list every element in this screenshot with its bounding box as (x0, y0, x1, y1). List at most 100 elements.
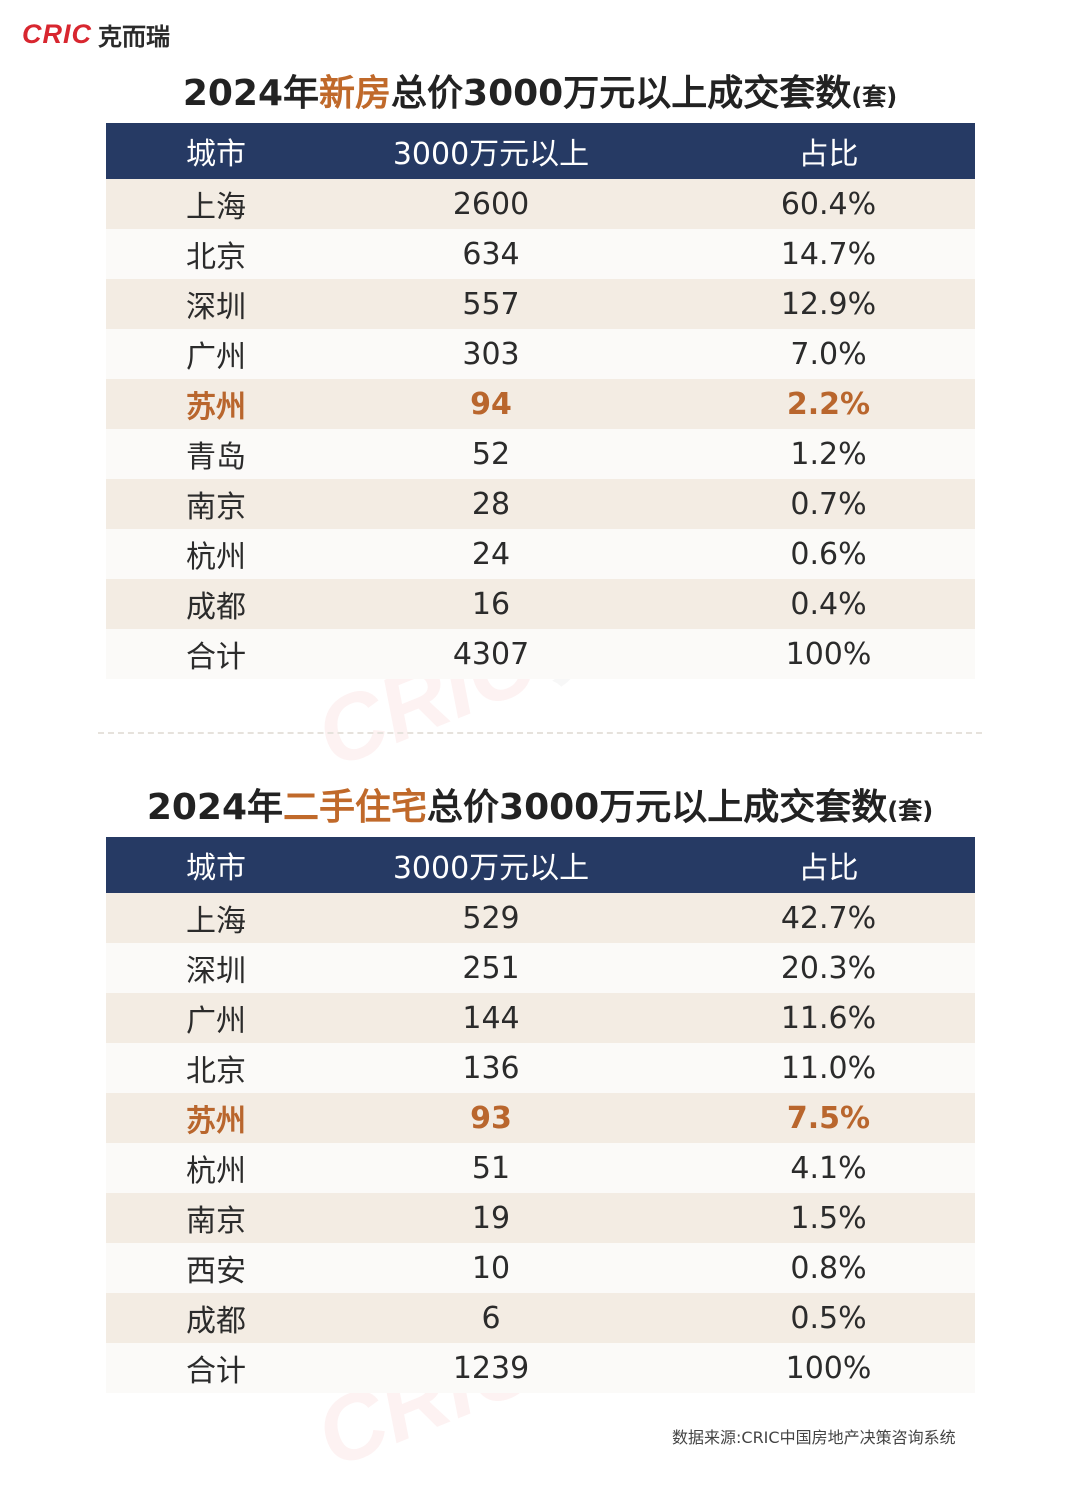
title-unit: (套) (851, 83, 898, 111)
title-post: 总价3000万元以上成交套数 (391, 73, 852, 114)
table-row: 西安 10 0.8% (106, 1243, 975, 1293)
share-cell: 100% (785, 1350, 872, 1386)
column-header: 占比 (798, 137, 859, 172)
count-cell: 94 (470, 386, 512, 422)
city-cell: 青岛 (186, 440, 246, 475)
share-cell: 42.7% (780, 900, 877, 936)
title-pre: 2024年 (182, 73, 320, 114)
city-cell: 杭州 (186, 540, 246, 575)
table-header-row: 城市 3000万元以上 占比 (106, 837, 975, 893)
table-row: 合计 4307 100% (106, 629, 975, 679)
table-row: 苏州 94 2.2% (106, 379, 975, 429)
share-cell: 0.4% (790, 586, 867, 622)
column-header: 占比 (798, 851, 859, 886)
table-row: 杭州 51 4.1% (106, 1143, 975, 1193)
share-cell: 100% (785, 636, 872, 672)
share-cell: 60.4% (780, 186, 877, 222)
count-cell: 557 (462, 286, 520, 322)
table-row: 北京 634 14.7% (106, 229, 975, 279)
resale-homes-table: 城市 3000万元以上 占比上海 529 42.7% 深圳 251 20.3% 广州 144 11.… (106, 837, 975, 1393)
column-header: 3000万元以上 (392, 851, 590, 886)
share-cell: 1.2% (790, 436, 867, 472)
city-cell: 合计 (186, 640, 246, 675)
share-cell: 4.1% (790, 1150, 867, 1186)
table-row: 南京 28 0.7% (106, 479, 975, 529)
count-cell: 10 (471, 1250, 511, 1286)
count-cell: 24 (471, 536, 511, 572)
count-cell: 303 (462, 336, 520, 372)
table-row: 深圳 557 12.9% (106, 279, 975, 329)
count-cell: 6 (481, 1300, 501, 1336)
city-cell: 深圳 (186, 954, 246, 989)
title-post: 总价3000万元以上成交套数 (427, 787, 888, 828)
title-highlight: 二手住宅 (283, 787, 428, 828)
table-row: 成都 16 0.4% (106, 579, 975, 629)
table-row: 上海 529 42.7% (106, 893, 975, 943)
table-row: 苏州 93 7.5% (106, 1093, 975, 1143)
column-header: 3000万元以上 (392, 137, 590, 172)
city-cell: 南京 (186, 1204, 246, 1239)
chart-title-resale-homes: 2024年二手住宅总价3000万元以上成交套数(套) (0, 778, 1080, 830)
table-row: 杭州 24 0.6% (106, 529, 975, 579)
table-row: 北京 136 11.0% (106, 1043, 975, 1093)
city-cell: 上海 (186, 904, 246, 939)
count-cell: 28 (471, 486, 511, 522)
city-cell: 杭州 (186, 1154, 246, 1189)
city-cell: 苏州 (186, 1104, 246, 1139)
share-cell: 0.6% (790, 536, 867, 572)
table-row: 广州 303 7.0% (106, 329, 975, 379)
share-cell: 2.2% (786, 386, 871, 422)
table-row: 上海 2600 60.4% (106, 179, 975, 229)
count-cell: 136 (462, 1050, 520, 1086)
table-row: 成都 6 0.5% (106, 1293, 975, 1343)
column-header: 城市 (186, 851, 246, 886)
city-cell: 广州 (186, 1004, 246, 1039)
city-cell: 北京 (186, 240, 246, 275)
logo-name: 克而瑞 (98, 22, 170, 51)
count-cell: 1239 (452, 1350, 530, 1386)
share-cell: 7.5% (786, 1100, 871, 1136)
column-header: 城市 (186, 137, 246, 172)
count-cell: 634 (462, 236, 520, 272)
table-row: 广州 144 11.6% (106, 993, 975, 1043)
cric-logo: CRIC 克而瑞 (22, 16, 170, 52)
city-cell: 西安 (186, 1254, 246, 1289)
count-cell: 51 (471, 1150, 511, 1186)
city-cell: 深圳 (186, 290, 246, 325)
share-cell: 0.5% (790, 1300, 867, 1336)
city-cell: 成都 (186, 1304, 246, 1339)
share-cell: 20.3% (780, 950, 877, 986)
count-cell: 4307 (452, 636, 530, 672)
city-cell: 上海 (186, 190, 246, 225)
city-cell: 北京 (186, 1054, 246, 1089)
count-cell: 251 (462, 950, 520, 986)
count-cell: 144 (462, 1000, 520, 1036)
count-cell: 529 (462, 900, 520, 936)
share-cell: 11.6% (780, 1000, 877, 1036)
count-cell: 16 (471, 586, 511, 622)
title-pre: 2024年 (146, 787, 284, 828)
share-cell: 0.8% (790, 1250, 867, 1286)
section-divider (98, 732, 982, 734)
share-cell: 1.5% (790, 1200, 867, 1236)
logo-mark: CRIC (22, 18, 92, 49)
table-row: 青岛 52 1.2% (106, 429, 975, 479)
share-cell: 14.7% (780, 236, 877, 272)
share-cell: 0.7% (790, 486, 867, 522)
city-cell: 苏州 (186, 390, 246, 425)
count-cell: 93 (470, 1100, 512, 1136)
new-homes-table: 城市 3000万元以上 占比上海 2600 60.4% 北京 634 14.7% 深圳 557 12… (106, 123, 975, 679)
city-cell: 广州 (186, 340, 246, 375)
count-cell: 52 (471, 436, 511, 472)
table-header-row: 城市 3000万元以上 占比 (106, 123, 975, 179)
city-cell: 合计 (186, 1354, 246, 1389)
table-row: 深圳 251 20.3% (106, 943, 975, 993)
table-row: 南京 19 1.5% (106, 1193, 975, 1243)
count-cell: 19 (471, 1200, 511, 1236)
share-cell: 12.9% (780, 286, 877, 322)
table-row: 合计 1239 100% (106, 1343, 975, 1393)
count-cell: 2600 (452, 186, 530, 222)
share-cell: 7.0% (790, 336, 867, 372)
city-cell: 成都 (186, 590, 246, 625)
title-highlight: 新房 (319, 73, 392, 114)
